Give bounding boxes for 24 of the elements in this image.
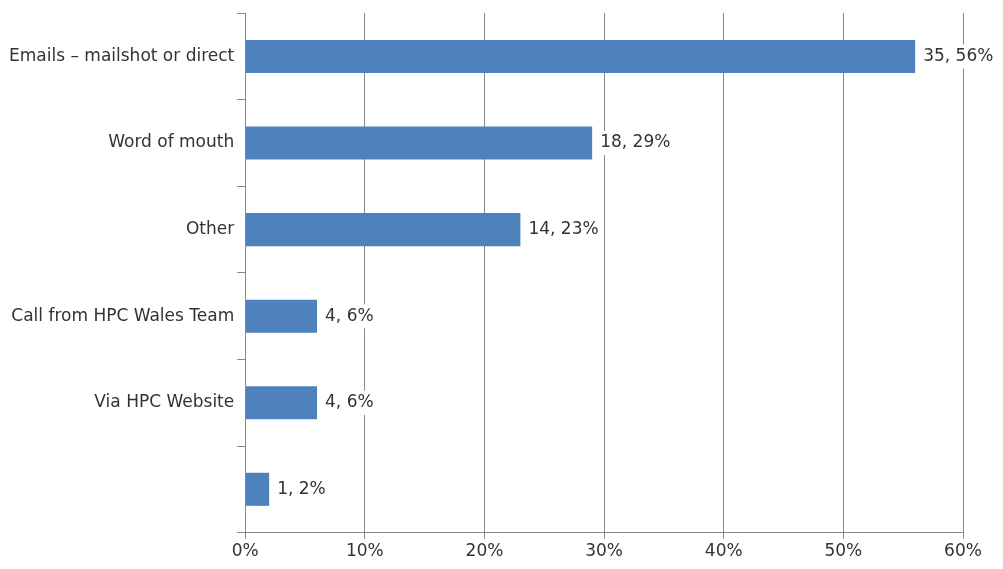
bar [245,39,916,74]
y-tick-label: Via HPC Website [94,391,235,412]
x-tick-label: 40% [704,540,743,561]
bar [245,213,521,247]
x-tick-label: 50% [824,540,863,561]
x-tick-label: 60% [944,540,982,561]
y-tick-label: Call from HPC Wales Team [11,304,235,325]
y-tick-label: Other [185,218,235,239]
bar [245,299,318,333]
x-tick-label: 10% [345,540,384,561]
bar [245,386,318,420]
data-label: 4, 6% [325,304,374,325]
data-label: 1, 2% [277,477,326,498]
x-tick-label: 20% [465,540,504,561]
data-label: 35, 56% [923,44,994,65]
data-label: 14, 23% [528,218,599,239]
x-tick-label: 30% [585,540,624,561]
y-tick-label: Word of mouth [108,131,235,152]
bar [245,472,270,506]
x-tick-label: 0% [231,540,259,561]
bar [245,126,593,160]
y-tick-label: Emails – mailshot or direct [9,44,235,65]
data-label: 4, 6% [325,391,374,412]
data-label: 18, 29% [600,131,671,152]
